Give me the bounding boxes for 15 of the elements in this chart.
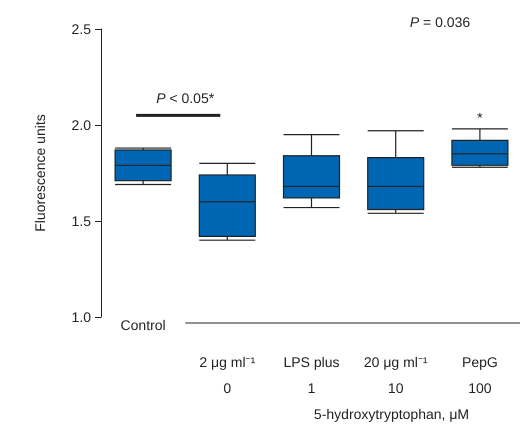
x-axis-title: 5-hydroxytryptophan, μM: [314, 406, 470, 422]
x-tick-label: 0: [223, 380, 232, 396]
x-tick-label: 100: [468, 380, 492, 396]
y-tick-label: 2.5: [72, 21, 92, 37]
y-axis-title: Fluorescence units: [32, 114, 48, 232]
annotation: P = 0.036: [410, 14, 470, 30]
y-tick-label: 2.0: [72, 117, 92, 133]
x-tick-label: 10: [388, 380, 404, 396]
text: 2 μg ml⁻¹ LPS plus 20 μg ml⁻¹ PepG: [199, 354, 498, 370]
y-tick-label: 1.0: [72, 309, 92, 325]
x-tick-label: Control: [120, 317, 166, 333]
annotation: *: [477, 109, 484, 126]
annotation: P < 0.05*: [156, 90, 215, 106]
y-tick-label: 1.5: [72, 213, 92, 229]
x-tick-label: 1: [308, 380, 316, 396]
